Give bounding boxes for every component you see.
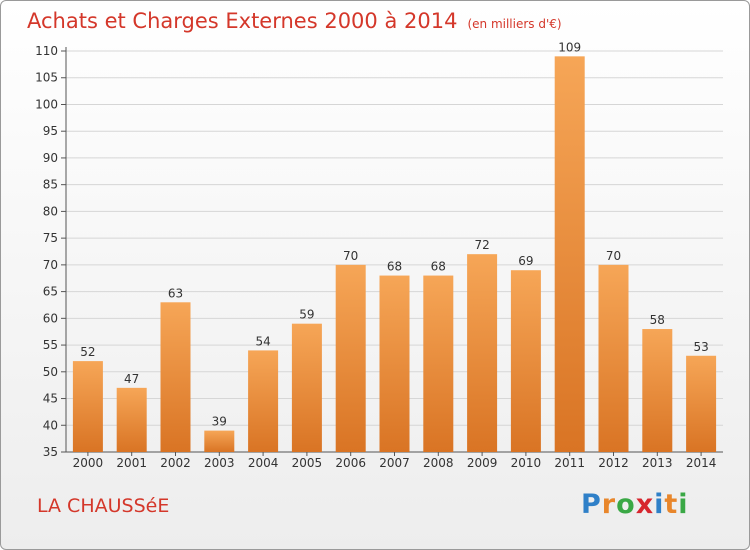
x-tick-label: 2010: [511, 456, 542, 470]
y-tick-label: 35: [43, 445, 58, 459]
logo-letter: i: [654, 489, 665, 520]
y-tick-label: 60: [43, 311, 58, 325]
value-label: 68: [431, 260, 446, 274]
value-label: 70: [343, 249, 358, 263]
y-tick-label: 55: [43, 338, 58, 352]
y-tick-label: 45: [43, 392, 58, 406]
y-tick-label: 85: [43, 178, 58, 192]
y-tick-label: 110: [35, 44, 58, 58]
y-tick-label: 90: [43, 151, 58, 165]
logo-letter: o: [616, 489, 636, 520]
logo-letter: x: [635, 489, 655, 520]
value-label: 72: [474, 238, 489, 252]
y-tick-label: 40: [43, 418, 58, 432]
value-label: 53: [693, 340, 708, 354]
axes: 35 40 45 50 55 60 65 70 75 80 85 90 95 100 105 110 2000 2…: [35, 44, 723, 470]
value-label: 39: [212, 415, 227, 429]
value-label: 68: [387, 260, 402, 274]
bar: [160, 302, 191, 452]
bar: [686, 355, 717, 452]
logo-letter: i: [678, 489, 689, 520]
y-tick-label: 100: [35, 97, 58, 111]
value-label: 63: [168, 286, 183, 300]
value-label: 59: [299, 308, 314, 322]
value-label: 69: [518, 254, 533, 268]
x-tick-label: 2011: [554, 456, 585, 470]
bar: [291, 323, 322, 452]
proxiti-logo: Proxiti: [581, 489, 689, 520]
y-tick-label: 65: [43, 285, 58, 299]
chart-unit: (en milliers d'€): [467, 17, 562, 31]
value-label: 52: [80, 345, 95, 359]
x-tick-label: 2000: [73, 456, 104, 470]
value-label: 70: [606, 249, 621, 263]
bar: [598, 264, 629, 452]
chart-title: Achats et Charges Externes 2000 à 2014 (e…: [27, 9, 562, 33]
x-tick-label: 2009: [467, 456, 498, 470]
x-tick-label: 2014: [686, 456, 717, 470]
bar: [335, 264, 366, 452]
value-label: 47: [124, 372, 139, 386]
bar: [116, 387, 147, 452]
bar: [642, 329, 673, 452]
bar: [379, 275, 410, 452]
x-tick-label: 2002: [160, 456, 191, 470]
bar: [423, 275, 454, 452]
logo-letter: t: [664, 489, 679, 520]
logo-letter: P: [581, 489, 602, 520]
bar: [510, 270, 541, 452]
x-tick-label: 2012: [598, 456, 629, 470]
y-tick-label: 105: [35, 71, 58, 85]
commune-name: LA CHAUSSéE: [37, 495, 170, 517]
chart-title-text: Achats et Charges Externes 2000 à 2014: [27, 9, 458, 33]
value-label: 58: [650, 313, 665, 327]
value-label: 54: [255, 334, 270, 348]
x-tick-label: 2007: [379, 456, 410, 470]
x-tick-label: 2008: [423, 456, 454, 470]
x-tick-label: 2013: [642, 456, 673, 470]
bar: [72, 361, 103, 452]
y-tick-label: 95: [43, 124, 58, 138]
bar: [554, 56, 585, 452]
value-label: 109: [558, 40, 581, 54]
x-tick-label: 2001: [116, 456, 147, 470]
x-tick-label: 2003: [204, 456, 235, 470]
y-tick-label: 80: [43, 204, 58, 218]
bar: [467, 254, 498, 452]
y-tick-label: 75: [43, 231, 58, 245]
x-tick-label: 2006: [335, 456, 366, 470]
bar: [248, 350, 279, 452]
bar: [204, 430, 235, 452]
y-tick-label: 50: [43, 365, 58, 379]
value-labels: 52 47 63 39 54 59 70 68 68 72 69 109 70 58 53: [80, 40, 708, 428]
bars: [72, 56, 717, 452]
x-tick-label: 2004: [248, 456, 279, 470]
y-tick-label: 70: [43, 258, 58, 272]
logo-letter: r: [601, 489, 617, 520]
x-tick-label: 2005: [292, 456, 323, 470]
